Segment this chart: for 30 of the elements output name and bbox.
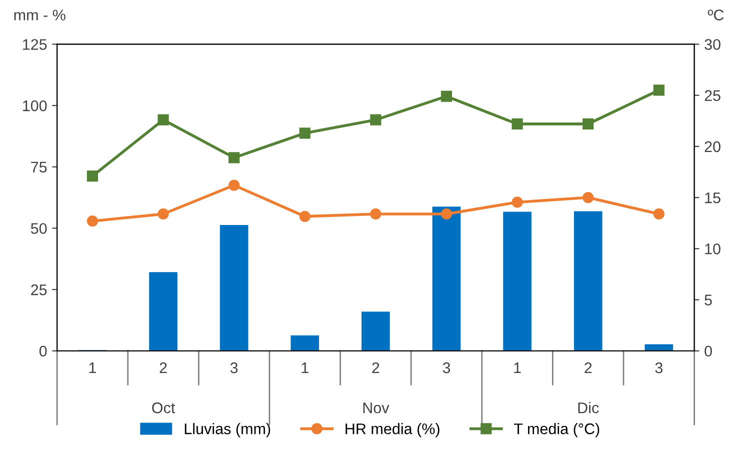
y2-tick-label: 0	[704, 346, 712, 357]
y2-tick-label: 30	[704, 39, 720, 50]
y-tick-label: 0	[39, 346, 47, 357]
y2-axis-title: ºC	[708, 10, 724, 20]
y-tick-label: 25	[31, 284, 47, 296]
x-tick-label: 3	[655, 362, 662, 374]
x-tick-label: 2	[160, 362, 167, 374]
y-tick-label: 75	[31, 162, 47, 173]
y-tick-label: 125	[23, 39, 47, 50]
y2-tick-label: 10	[705, 244, 720, 254]
y2-tick-label: 5	[704, 294, 712, 306]
x-tick-label: 1	[89, 362, 96, 374]
text: Oct	[152, 402, 176, 414]
x-tick-label: 3	[230, 362, 238, 374]
x-tick-label: 2	[372, 362, 380, 374]
text: Nov	[363, 402, 390, 414]
x-tick-label: 3	[442, 362, 450, 374]
y2-tick-label: 15	[705, 192, 720, 204]
x-tick-label: 2	[584, 362, 592, 374]
y2-tick-label: 25	[704, 90, 720, 101]
legend-label: T media (°C)	[514, 423, 600, 438]
x-tick-label: 1	[514, 362, 521, 374]
y-axis-title: mm - %	[14, 10, 66, 20]
y-tick-label: 50	[30, 223, 47, 234]
y-tick-label: 100	[23, 100, 47, 112]
x-tick-label: 1	[302, 362, 308, 374]
text: Dic	[578, 402, 599, 414]
legend-label: Lluvias (mm)	[184, 423, 270, 438]
legend-label: HR media (%)	[346, 423, 440, 438]
y2-tick-label: 20	[704, 141, 720, 152]
